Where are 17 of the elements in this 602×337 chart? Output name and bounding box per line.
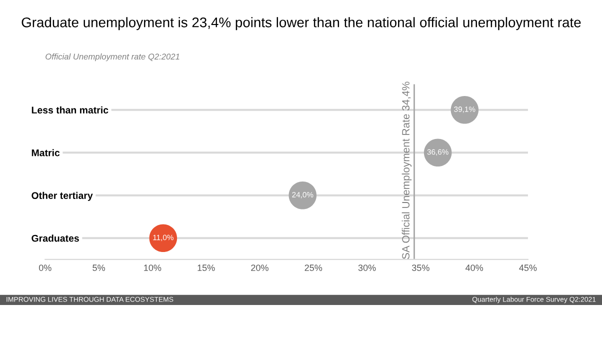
y-tick-label: Less than matric (32, 106, 108, 114)
x-tick-label: 5% (92, 264, 105, 271)
x-tick-label: 30% (358, 264, 376, 271)
chart-title: Graduate unemployment is 23,4% points lower than the national official unemployment rate (22, 17, 581, 30)
x-tick-label: 20% (251, 264, 268, 271)
x-tick-label: 0% (38, 264, 52, 271)
x-tick-label: 15% (198, 264, 215, 271)
ref-line-label: SA Official Unemployment Rate 34,4% (402, 82, 412, 260)
chart-subtitle: Official Unemployment rate Q2:2021 (46, 53, 180, 62)
y-tick-label: Matric (32, 149, 60, 156)
x-tick-label: 25% (304, 264, 322, 271)
y-tick-label: Other tertiary (32, 192, 93, 201)
x-tick-label: 35% (412, 264, 430, 271)
x-tick-label: 40% (465, 264, 484, 271)
x-tick-label: 45% (519, 264, 537, 271)
y-tick-label: Graduates (32, 234, 79, 242)
x-tick-label: 10% (144, 264, 162, 271)
